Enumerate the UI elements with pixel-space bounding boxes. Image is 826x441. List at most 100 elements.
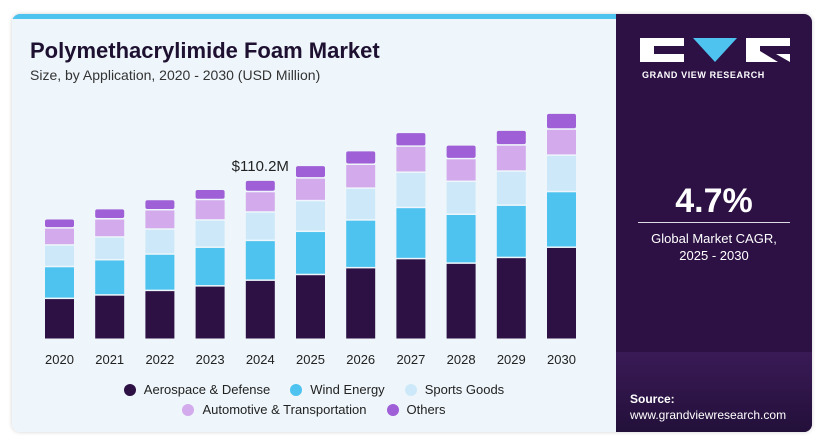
legend-row-1: Aerospace & Defense Wind Energy Sports G… [12, 382, 616, 397]
x-tick-label-2026: 2026 [346, 352, 375, 367]
bar-2027-automotive-transportation [396, 146, 426, 172]
bar-2020-automotive-transportation [45, 228, 74, 245]
bar-2026-sports-goods [346, 188, 376, 220]
bar-2028-wind-energy [446, 215, 476, 263]
bar-2029-wind-energy [496, 205, 526, 257]
bar-2026-others [346, 151, 376, 164]
bar-2024-others [245, 180, 275, 191]
legend-dot-automotive [182, 403, 195, 416]
x-tick-label-2028: 2028 [447, 352, 476, 367]
legend-dot-sports [404, 383, 417, 396]
bar-2030-sports-goods [547, 155, 576, 191]
bar-2023-sports-goods [195, 220, 225, 247]
legend-item-wind: Wind Energy [290, 382, 385, 397]
source-url[interactable]: www.grandviewresearch.com [630, 408, 787, 422]
cagr-label-line2: 2025 - 2030 [679, 248, 749, 263]
x-tick-label-2022: 2022 [145, 352, 174, 367]
bar-2024-sports-goods [245, 212, 275, 240]
source-label: Source: [630, 392, 675, 406]
bar-2024-wind-energy [245, 241, 275, 280]
cagr-label-line1: Global Market CAGR, [651, 231, 777, 246]
bar-2030-wind-energy [547, 192, 576, 247]
bar-2021-aerospace-defense [95, 295, 125, 339]
x-tick-label-2024: 2024 [246, 352, 275, 367]
stacked-bar-chart: 2020 2021 2022 2023 2024 $110.2M 2025 2026 2027 2… [45, 113, 576, 367]
bar-2028-sports-goods [446, 182, 476, 214]
legend-item-aerospace: Aerospace & Defense [123, 382, 271, 397]
bar-2024-aerospace-defense [245, 280, 275, 339]
legend-label-automotive: Automotive & Transportation [202, 402, 367, 417]
legend-dot-aerospace [123, 383, 136, 396]
legend-item-automotive: Automotive & Transportation [182, 402, 367, 417]
legend-label-aerospace: Aerospace & Defense [143, 382, 271, 397]
bar-2020-others [45, 219, 74, 228]
bar-2030-others [547, 113, 576, 129]
bar-2022-wind-energy [145, 254, 175, 290]
legend-item-sports: Sports Goods [404, 382, 505, 397]
legend-label-wind: Wind Energy [310, 382, 385, 397]
legend-label-others: Others [406, 402, 446, 417]
bar-2028-aerospace-defense [446, 263, 476, 339]
bar-2022-automotive-transportation [145, 210, 175, 229]
bar-2020-wind-energy [45, 267, 74, 298]
bar-2021-automotive-transportation [95, 219, 125, 237]
accent-bar [12, 14, 616, 19]
brand-panel: GRAND VIEW RESEARCH 4.7% Global Market C… [616, 14, 812, 432]
chart-panel: Polymethacrylimide Foam Market Size, by … [12, 14, 616, 432]
bar-2025-wind-energy [296, 232, 325, 274]
bar-2025-aerospace-defense [296, 275, 325, 339]
bar-2024-automotive-transportation [245, 192, 275, 212]
legend-dot-others [386, 403, 399, 416]
bar-2025-automotive-transportation [296, 178, 325, 200]
bar-2021-others [95, 209, 125, 219]
x-tick-label-2027: 2027 [396, 352, 425, 367]
x-tick-label-2021: 2021 [95, 352, 124, 367]
bar-2023-automotive-transportation [195, 200, 225, 220]
bar-2020-sports-goods [45, 245, 74, 266]
x-tick-label-2029: 2029 [497, 352, 526, 367]
bar-2022-aerospace-defense [145, 291, 175, 339]
x-tick-label-2025: 2025 [296, 352, 325, 367]
bar-2023-wind-energy [195, 247, 225, 286]
chart-subtitle: Size, by Application, 2020 - 2030 (USD M… [30, 67, 321, 83]
bar-2028-others [446, 145, 476, 158]
legend-row-2: Automotive & Transportation Others [12, 402, 616, 417]
bar-2027-sports-goods [396, 172, 426, 207]
bar-2029-automotive-transportation [496, 145, 526, 171]
legend-item-others: Others [386, 402, 446, 417]
bar-2021-sports-goods [95, 237, 125, 259]
bar-2023-aerospace-defense [195, 286, 225, 339]
bar-2021-wind-energy [95, 260, 125, 295]
bar-2028-automotive-transportation [446, 159, 476, 181]
bar-2029-aerospace-defense [496, 258, 526, 339]
bar-2025-sports-goods [296, 201, 325, 231]
bar-2023-others [195, 190, 225, 199]
brand-name: GRAND VIEW RESEARCH [642, 70, 765, 80]
bar-2026-automotive-transportation [346, 165, 376, 188]
bar-2030-aerospace-defense [547, 247, 576, 339]
bar-2030-automotive-transportation [547, 129, 576, 155]
bar-2022-others [145, 200, 175, 209]
source-block: Source: www.grandviewresearch.com [616, 352, 812, 432]
bar-2020-aerospace-defense [45, 299, 74, 339]
bar-2027-others [396, 133, 426, 146]
x-tick-label-2020: 2020 [45, 352, 74, 367]
x-tick-label-2023: 2023 [196, 352, 225, 367]
gvr-logo-icon [640, 38, 790, 62]
bar-2026-aerospace-defense [346, 268, 376, 339]
bar-2027-wind-energy [396, 208, 426, 258]
x-tick-label-2030: 2030 [547, 352, 576, 367]
bar-2029-others [496, 130, 526, 145]
infographic-card: Polymethacrylimide Foam Market Size, by … [12, 14, 812, 432]
bar-2025-others [296, 166, 325, 178]
legend-label-sports: Sports Goods [424, 382, 505, 397]
legend-dot-wind [290, 383, 303, 396]
bar-2027-aerospace-defense [396, 259, 426, 339]
cagr-label: Global Market CAGR, 2025 - 2030 [616, 230, 812, 264]
cagr-value: 4.7% [675, 182, 753, 220]
bar-2026-wind-energy [346, 220, 376, 267]
chart-title: Polymethacrylimide Foam Market [30, 38, 380, 63]
bar-annotation-2024: $110.2M [232, 158, 289, 175]
bar-2022-sports-goods [145, 229, 175, 254]
cagr-divider [638, 222, 790, 223]
